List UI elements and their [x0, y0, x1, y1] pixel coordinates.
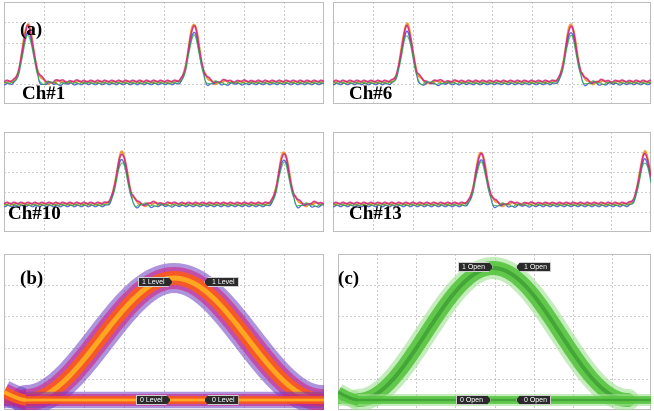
eye-trace: [338, 257, 651, 410]
channel-label-ch6: Ch#6: [349, 83, 393, 104]
graticule: [4, 132, 324, 232]
channel-label-ch1: Ch#1: [22, 83, 66, 104]
waveform-trace: [4, 30, 324, 87]
marker-1-level-left: 1 Level: [138, 277, 173, 287]
waveform-trace: [4, 33, 324, 86]
eye-diagram-c: (c) 1 Open 1 Open 0 Open 0 Open: [338, 254, 651, 410]
panel-c-letter: (c): [338, 268, 360, 289]
scope-ch1: (a) Ch#1: [4, 2, 324, 104]
marker-0-level-left: 0 Level: [136, 395, 171, 405]
panel-b-letter: (b): [20, 268, 44, 289]
eye-diagram-b: (b) 1 Level 1 Level 0 Level 0 Level: [4, 254, 324, 410]
eye-crossing: [351, 261, 635, 407]
waveform-trace: [333, 34, 651, 86]
scope-ch6: Ch#6: [333, 2, 651, 104]
scope-ch1-canvas: [4, 2, 324, 104]
graticule-border: [4, 2, 324, 104]
marker-0-level-right: 0 Level: [204, 395, 239, 405]
graticule-border: [333, 2, 651, 104]
eye-crossing: [356, 266, 630, 402]
marker-1-open-right: 1 Open: [516, 262, 551, 272]
channel-label-ch10: Ch#10: [8, 203, 61, 224]
marker-1-open-left: 1 Open: [458, 262, 493, 272]
waveform-trace: [4, 150, 324, 208]
waveform-trace: [333, 160, 651, 208]
waveform-trace: [4, 23, 324, 84]
marker-0-open-right: 0 Open: [516, 395, 551, 405]
eye-crossing: [19, 270, 324, 407]
scope-ch13: Ch#13: [333, 132, 651, 232]
waveform-trace: [333, 152, 651, 206]
eye-tail: [338, 390, 359, 402]
waveform-trace: [333, 21, 651, 86]
graticule-border: [4, 132, 324, 232]
graticule-border: [4, 254, 324, 410]
waveform-trace: [333, 30, 651, 87]
marker-1-level-right: 1 Level: [204, 277, 239, 287]
graticule: [338, 254, 651, 410]
scope-ch13-canvas: [333, 132, 651, 232]
scope-ch10-canvas: [4, 132, 324, 232]
eye-trace: [4, 262, 324, 410]
channel-label-ch13: Ch#13: [349, 203, 402, 224]
eye-tail: [4, 390, 27, 402]
waveform-trace: [4, 161, 324, 208]
scope-ch10: Ch#10: [4, 132, 324, 232]
graticule: [333, 132, 651, 232]
panel-a-letter: (a): [20, 19, 43, 40]
eye-crossing: [23, 275, 324, 403]
waveform-trace: [4, 22, 324, 86]
waveform-trace: [4, 153, 324, 207]
waveform-trace: [333, 24, 651, 85]
graticule-border: [338, 254, 651, 410]
scope-ch6-canvas: [333, 2, 651, 104]
waveform-trace: [333, 157, 651, 209]
eye-c-canvas: [338, 254, 651, 410]
waveform-trace: [333, 149, 651, 208]
marker-0-open-left: 0 Open: [456, 395, 491, 405]
